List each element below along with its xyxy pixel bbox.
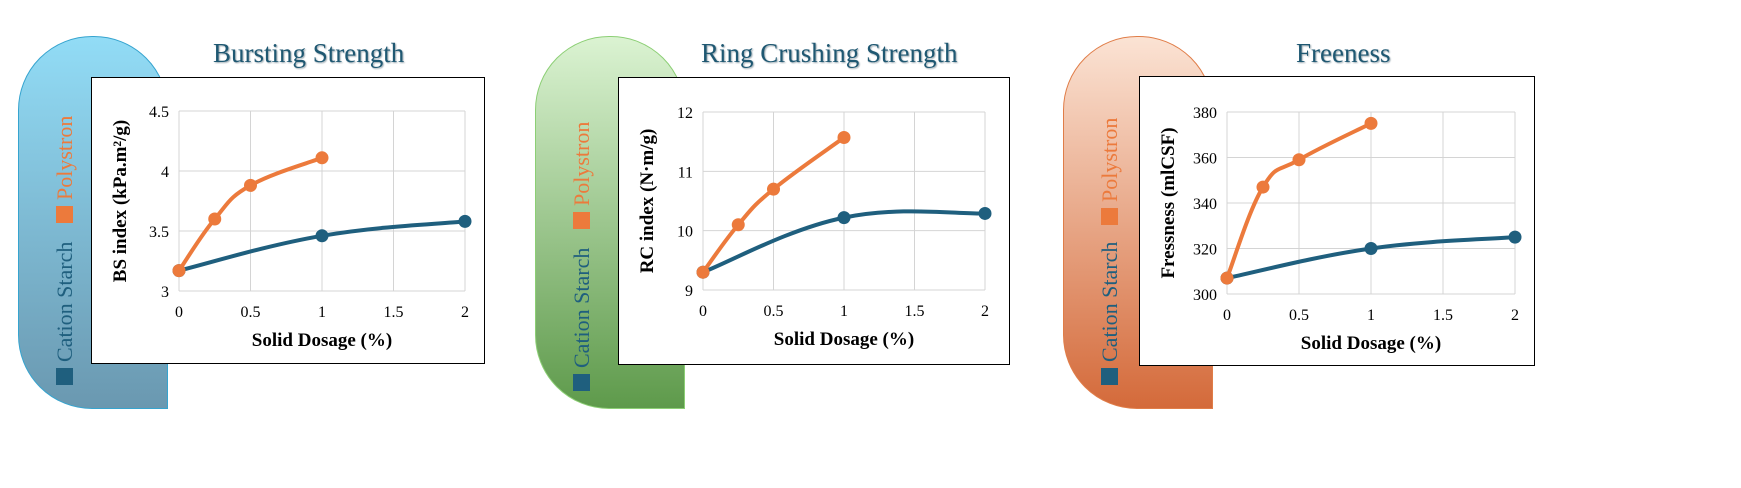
data-point-polystron: [1364, 116, 1378, 130]
chart-frame: 3 3.5 4 4.5 0 0.5 1 1.5 2 Solid Dosage (%) BS inde…: [91, 77, 485, 364]
legend-item-cation: Cation Starch: [1097, 241, 1122, 385]
chart-plot: 9 10 11 12 0 0.5 1 1.5 2 Solid Dosage (%) RC index…: [637, 105, 992, 350]
series-line-polystron: [701, 135, 846, 275]
legend-item-polystron: Polystron: [569, 121, 594, 229]
legend-swatch-cation: [573, 374, 590, 391]
data-point-polystron: [696, 265, 710, 279]
data-point-cation-starch: [458, 214, 472, 228]
x-tick-label: 1.5: [905, 303, 925, 320]
legend-swatch-polystron: [1101, 208, 1118, 225]
legend-item-polystron: Polystron: [1097, 117, 1122, 225]
legend-item-cation: Cation Starch: [569, 247, 594, 391]
series-line-polystron: [177, 155, 324, 273]
legend-label-polystron: Polystron: [569, 121, 594, 206]
data-point-polystron: [315, 151, 329, 165]
x-tick-label: 0.5: [1289, 307, 1309, 324]
y-tick-label: 380: [1193, 105, 1217, 122]
legend-label-cation: Cation Starch: [1097, 241, 1122, 362]
legend-label-polystron: Polystron: [52, 115, 77, 200]
data-point-polystron: [837, 131, 851, 145]
y-tick-label: 3: [161, 284, 169, 301]
legend-label-cation: Cation Starch: [569, 247, 594, 368]
y-tick-label: 320: [1193, 242, 1217, 259]
x-tick-label: 1.5: [384, 304, 404, 321]
data-point-polystron: [1292, 153, 1306, 167]
chart-title: Ring Crushing Strength: [701, 38, 958, 68]
data-point-polystron: [767, 182, 780, 196]
y-tick-label: 340: [1193, 196, 1217, 213]
gridlines: [178, 110, 466, 292]
data-point-cation-starch: [837, 211, 851, 225]
y-axis-title: BS index (kPa.m²/g): [110, 120, 131, 282]
chart-panel-bursting: Cation Starch Polystron Bursting Strengt…: [0, 0, 560, 488]
x-tick-label: 2: [1511, 307, 1519, 324]
x-tick-label: 0: [699, 303, 707, 320]
chart-frame: 9 10 11 12 0 0.5 1 1.5 2 Solid Dosage (%) RC index…: [618, 77, 1010, 365]
chart-panel-freeness: Cation Starch Polystron Freeness 300 320 3…: [1045, 0, 1605, 488]
legend: Cation Starch Polystron: [1066, 118, 1132, 423]
data-point-polystron: [244, 178, 257, 192]
data-point-polystron: [731, 218, 745, 232]
legend-swatch-polystron: [56, 206, 73, 223]
x-tick-label: 1.5: [1433, 307, 1453, 324]
y-tick-label: 300: [1193, 287, 1217, 304]
y-tick-label: 4.5: [149, 104, 169, 121]
data-point-cation-starch: [978, 206, 992, 220]
y-tick-label: 11: [678, 164, 693, 181]
x-tick-label: 1: [1367, 307, 1375, 324]
data-point-cation-starch: [315, 229, 329, 243]
series-line-polystron: [1225, 121, 1373, 281]
chart-plot: 3 3.5 4 4.5 0 0.5 1 1.5 2 Solid Dosage (%) BS inde…: [110, 104, 472, 351]
x-tick-label: 1: [318, 304, 326, 321]
legend-label-polystron: Polystron: [1097, 117, 1122, 202]
x-tick-label: 0.5: [241, 304, 261, 321]
x-tick-label: 0: [1223, 307, 1231, 324]
x-axis-title: Solid Dosage (%): [252, 330, 392, 351]
y-tick-label: 10: [677, 224, 693, 241]
x-tick-label: 0: [175, 304, 183, 321]
data-point-polystron: [172, 264, 186, 278]
data-point-polystron: [1256, 180, 1270, 194]
legend-swatch-cation: [1101, 368, 1118, 385]
legend: Cation Starch Polystron: [21, 116, 87, 423]
legend-swatch-polystron: [573, 212, 590, 229]
y-tick-label: 4: [161, 164, 169, 181]
y-tick-label: 360: [1193, 151, 1217, 168]
x-axis-title: Solid Dosage (%): [1301, 333, 1441, 354]
y-tick-label: 3.5: [149, 224, 169, 241]
data-point-cation-starch: [1364, 242, 1378, 255]
legend-label-cation: Cation Starch: [52, 241, 77, 362]
gridlines: [1226, 111, 1516, 295]
legend: Cation Starch Polystron: [538, 121, 604, 423]
data-point-polystron: [208, 212, 222, 226]
x-tick-label: 2: [461, 304, 469, 321]
gridlines: [702, 111, 986, 291]
x-axis-title: Solid Dosage (%): [774, 329, 914, 350]
chart-panel-ring-crushing: Cation Starch Polystron Ring Crushing St…: [517, 0, 1077, 488]
x-tick-label: 0.5: [764, 303, 784, 320]
y-tick-label: 9: [685, 283, 693, 300]
legend-swatch-cation: [56, 368, 73, 385]
chart-title: Freeness: [1296, 38, 1391, 68]
data-point-polystron: [1220, 271, 1234, 285]
legend-item-polystron: Polystron: [52, 115, 77, 223]
legend-item-cation: Cation Starch: [52, 241, 77, 385]
chart-plot: 300 320 340 360 380 0 0.5 1 1.5 2 Solid Dosage (%)…: [1158, 105, 1522, 354]
data-point-cation-starch: [1508, 230, 1522, 244]
x-tick-label: 1: [840, 303, 848, 320]
chart-frame: 300 320 340 360 380 0 0.5 1 1.5 2 Solid Dosage (%)…: [1139, 76, 1535, 366]
chart-title: Bursting Strength: [213, 38, 405, 68]
y-axis-title: Fressness (mlCSF): [1158, 127, 1179, 278]
x-tick-label: 2: [981, 303, 989, 320]
y-tick-label: 12: [677, 105, 693, 122]
y-axis-title: RC index (N·m/g): [637, 129, 658, 274]
